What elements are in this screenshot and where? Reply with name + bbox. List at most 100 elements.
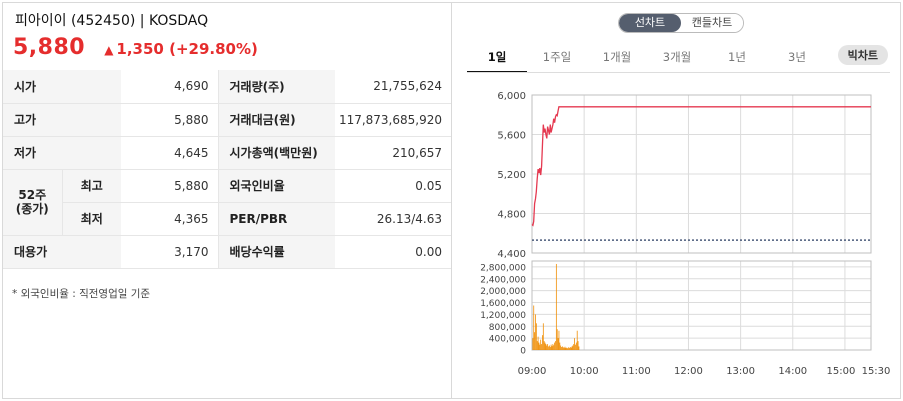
low-label: 저가 xyxy=(3,136,121,170)
volume-bar xyxy=(541,344,542,350)
tab-1month[interactable]: 1개월 xyxy=(602,50,632,64)
current-price: 5,880 xyxy=(13,35,86,60)
volume-bar xyxy=(563,347,565,350)
footnote: * 외국인비율 : 직전영업일 기준 xyxy=(12,288,151,300)
change-rate: (+29.80%) xyxy=(169,40,258,58)
volume-bar xyxy=(561,347,562,350)
volume-bar xyxy=(536,341,538,350)
volume-bar xyxy=(549,347,551,350)
volume-bar xyxy=(535,323,537,350)
volume-tick-label: 2,000,000 xyxy=(480,287,526,297)
dividend-yield-value: 0.00 xyxy=(335,235,451,269)
table-row: 고가 5,880 거래대금(원) 117,873,685,920 xyxy=(3,103,451,137)
intraday-chart: 6,000 5,600 5,200 4,800 4,400 2,800,000 2,400,… xyxy=(480,91,891,377)
change-amount: 1,350 xyxy=(116,40,164,58)
stock-title: 피아이이 (452450) | KOSDAQ xyxy=(15,13,209,29)
time-tick-label: 09:00 xyxy=(518,366,547,377)
volume-bar xyxy=(542,335,543,350)
stock-info-panel: 피아이이 (452450) | KOSDAQ 5,880 ▲ 1,350 (+29… xyxy=(3,3,452,398)
price-series-line xyxy=(531,106,871,227)
volume-bar xyxy=(566,347,568,350)
volume-bar xyxy=(568,347,569,350)
volume-bar xyxy=(540,339,542,350)
volume-bar xyxy=(548,346,549,350)
substitute-price-label: 대용가 xyxy=(3,235,121,269)
volume-tick-label: 1,600,000 xyxy=(480,299,526,309)
week52-title: 52주 xyxy=(18,188,47,202)
foreign-ratio-label: 외국인비율 xyxy=(217,169,335,203)
volume-label: 거래량(주) xyxy=(217,70,335,104)
table-row: 대용가 3,170 배당수익률 0.00 xyxy=(3,235,451,269)
volume-bar xyxy=(535,314,536,350)
price-change: ▲ 1,350 (+29.80%) xyxy=(104,40,258,58)
tab-divider xyxy=(467,72,890,73)
volume-tick-label: 0 xyxy=(520,347,526,357)
amount-label: 거래대금(원) xyxy=(217,103,335,137)
amount-value: 117,873,685,920 xyxy=(335,103,451,137)
volume-bar xyxy=(564,346,566,350)
volume-bar xyxy=(542,323,544,350)
volume-bar xyxy=(555,263,557,350)
tab-3year[interactable]: 3년 xyxy=(788,50,806,64)
time-tick-label: 15:30 xyxy=(862,366,891,377)
foreign-ratio-value: 0.05 xyxy=(335,169,451,203)
week52-label: 52주 (종가) xyxy=(3,169,63,236)
volume-bar xyxy=(539,344,541,350)
volume-bar xyxy=(560,345,562,350)
week52-subtitle: (종가) xyxy=(15,202,49,216)
volume-bar xyxy=(556,329,558,350)
volume-bar xyxy=(544,342,546,350)
volume-bar xyxy=(575,342,577,350)
table-row: 52주 (종가) 최고 5,880 외국인비율 0.05 xyxy=(3,169,451,236)
volume-bar xyxy=(570,347,572,350)
volume-bar xyxy=(547,344,549,350)
time-tick-label: 13:00 xyxy=(726,366,755,377)
dividend-yield-label: 배당수익률 xyxy=(217,235,335,269)
price-tick-label: 4,800 xyxy=(497,210,526,221)
volume-tick-label: 1,200,000 xyxy=(480,311,526,321)
volume-bar xyxy=(558,330,560,350)
volume-bar xyxy=(578,346,580,350)
tab-3month[interactable]: 3개월 xyxy=(662,50,692,64)
volume-bar xyxy=(574,338,575,350)
volume-bar xyxy=(555,341,556,350)
low-value: 4,645 xyxy=(121,136,218,170)
volume-bar xyxy=(567,348,569,350)
week52-low-label: 최저 xyxy=(62,202,121,236)
volume-bar xyxy=(572,345,574,350)
volume-value: 21,755,624 xyxy=(335,70,451,104)
volume-bar xyxy=(548,345,550,350)
market-cap-label: 시가총액(백만원) xyxy=(217,136,335,170)
big-chart-button[interactable]: 빅차트 xyxy=(837,45,888,65)
tab-1week[interactable]: 1주일 xyxy=(542,50,572,64)
volume-tick-label: 400,000 xyxy=(489,335,526,345)
volume-bar xyxy=(532,338,534,350)
per-pbr-label: PER/PBR xyxy=(217,202,335,236)
volume-bar xyxy=(554,342,555,350)
price-tick-label: 4,400 xyxy=(497,249,526,260)
table-row: 최저 4,365 PER/PBR 26.13/4.63 xyxy=(3,202,451,236)
volume-bar xyxy=(552,344,554,350)
volume-bar xyxy=(553,345,555,350)
price-tick-label: 6,000 xyxy=(497,91,526,102)
up-triangle-icon: ▲ xyxy=(104,43,114,57)
market-cap-value: 210,657 xyxy=(335,136,451,170)
volume-tick-label: 2,800,000 xyxy=(480,263,526,273)
substitute-price-value: 3,170 xyxy=(121,235,218,269)
volume-bar xyxy=(545,344,547,350)
volume-bar xyxy=(538,342,540,350)
table-row: 시가 4,690 거래량(주) 21,755,624 xyxy=(3,70,451,104)
chart-type-toggle: 선차트 캔들차트 xyxy=(618,13,744,33)
volume-bar xyxy=(557,338,559,350)
volume-plot-border xyxy=(531,260,872,351)
candle-chart-toggle[interactable]: 캔들차트 xyxy=(681,14,743,32)
volume-bar xyxy=(576,330,578,350)
line-chart-toggle[interactable]: 선차트 xyxy=(619,14,681,32)
open-label: 시가 xyxy=(3,70,121,104)
volume-tick-label: 2,400,000 xyxy=(480,275,526,285)
time-tick-label: 11:00 xyxy=(622,366,651,377)
per-pbr-value: 26.13/4.63 xyxy=(335,202,451,236)
volume-bar xyxy=(534,332,535,350)
tab-1year[interactable]: 1년 xyxy=(728,50,746,64)
